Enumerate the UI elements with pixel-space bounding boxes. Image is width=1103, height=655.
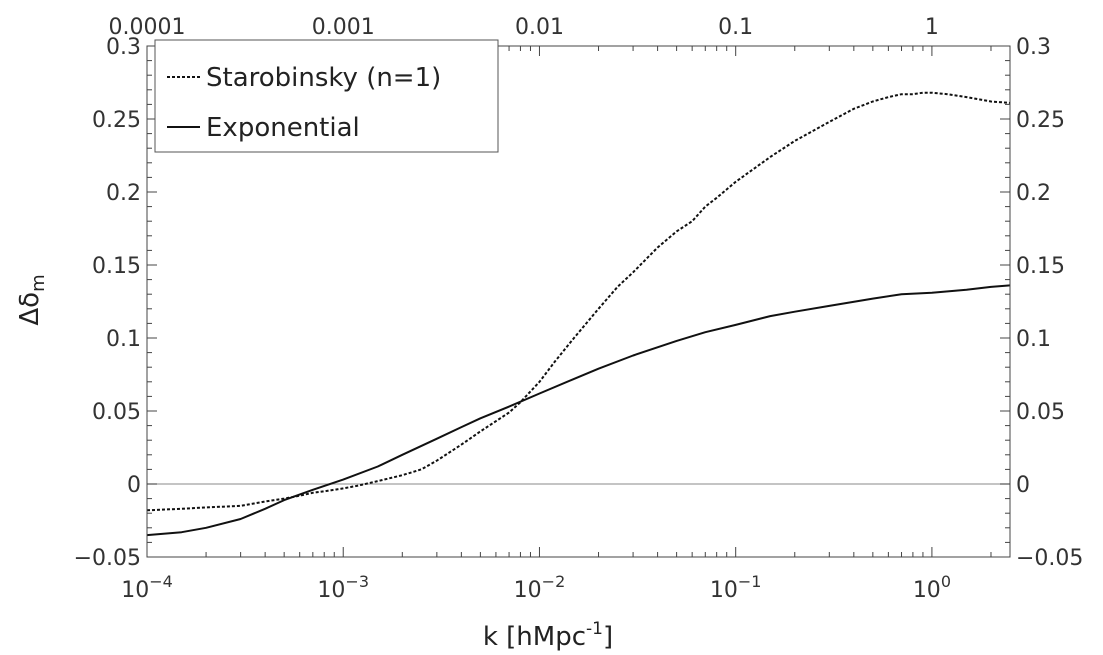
y-tick-label-left: 0.3: [106, 35, 141, 60]
y-tick-label-right: −0.05: [1016, 546, 1083, 571]
label-layer: −0.05 −0.05 0 0 0.05 0.05 0.1 0.1 0.15 0.15 0.2 0.2…: [74, 15, 1084, 603]
x-tick-label-top: 0.01: [515, 15, 564, 40]
legend-box: [154, 39, 499, 153]
x-tick-label-bottom: 10−4: [121, 572, 173, 603]
x-tick-label-bottom: 10−2: [514, 572, 566, 603]
y-tick-label-right: 0.2: [1016, 181, 1051, 206]
series-layer: [146, 91, 1011, 537]
y-tick-label-left: 0.05: [92, 400, 141, 425]
y-tick-label-left: 0.15: [92, 254, 141, 279]
y-tick-label-left: 0.25: [92, 108, 141, 133]
x-tick-label-bottom: 10−1: [710, 572, 762, 603]
tick-layer: [146, 45, 1010, 558]
y-tick-label-left: 0.1: [106, 327, 141, 352]
x-axis-title: k [hMpc-1]: [483, 619, 613, 652]
y-axis-title: Δδm: [15, 274, 49, 325]
y-tick-label-left: −0.05: [74, 546, 141, 571]
legend: Starobinsky (n=1) Exponential: [154, 39, 499, 153]
y-tick-label-right: 0.05: [1016, 400, 1065, 425]
x-tick-label-bottom: 10−3: [317, 572, 369, 603]
y-tick-label-right: 0.15: [1016, 254, 1065, 279]
y-tick-label-right: 0.1: [1016, 327, 1051, 352]
x-tick-label-bottom: 100: [913, 572, 951, 603]
series-line-0: [146, 91, 1011, 512]
x-tick-label-top: 0.001: [312, 15, 375, 40]
series-line-1: [146, 284, 1011, 537]
y-tick-label-right: 0.3: [1016, 35, 1051, 60]
y-tick-label-left: 0: [127, 473, 141, 498]
x-tick-label-top: 0.0001: [109, 15, 186, 40]
legend-label-exponential: Exponential: [206, 113, 360, 143]
legend-label-starobinsky: Starobinsky (n=1): [206, 63, 441, 93]
x-tick-label-top: 0.1: [718, 15, 753, 40]
plot-frame: [146, 45, 1011, 558]
y-tick-label-right: 0.25: [1016, 108, 1065, 133]
y-tick-label-right: 0: [1016, 473, 1030, 498]
y-tick-label-left: 0.2: [106, 181, 141, 206]
x-tick-label-top: 1: [925, 15, 939, 40]
